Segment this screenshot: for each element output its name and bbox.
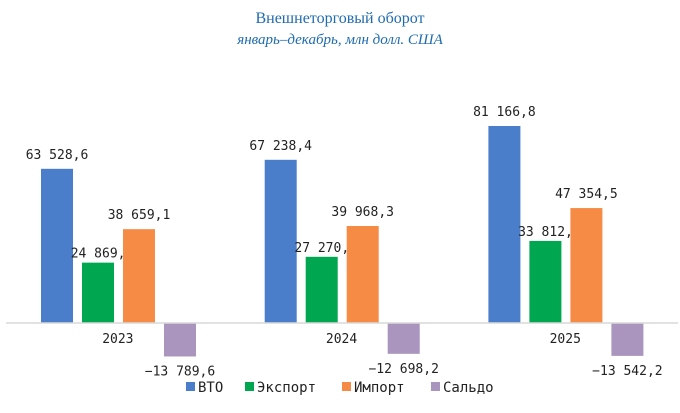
data-label: −12 698,2 — [368, 362, 438, 377]
x-tick-label: 2025 — [550, 332, 581, 347]
data-label: 33 812,3 — [518, 225, 581, 240]
legend-label: Сальдо — [443, 380, 494, 396]
bar-ВТО-2023 — [41, 168, 73, 323]
data-label: 63 528,6 — [26, 148, 89, 163]
x-tick-label: 2023 — [102, 332, 133, 347]
legend-swatch-Сальдо — [431, 382, 440, 391]
data-label: 38 659,1 — [108, 208, 171, 223]
legend-label: Импорт — [354, 380, 405, 396]
data-label: −13 789,6 — [145, 364, 215, 379]
bar-Импорт-2023 — [123, 229, 155, 323]
bar-ВТО-2025 — [488, 126, 521, 323]
legend-swatch-Импорт — [342, 382, 351, 391]
legend-swatch-Экспорт — [245, 382, 254, 391]
data-label: 39 968,3 — [331, 205, 394, 220]
bar-Экспорт-2025 — [529, 240, 562, 323]
bar-Экспорт-2024 — [305, 256, 338, 323]
bar-ВТО-2024 — [264, 159, 297, 323]
bar-Сальдо-2024 — [387, 323, 420, 354]
chart-title: Внешнеторговый оборот — [255, 10, 425, 27]
chart-subtitle: январь–декабрь, млн долл. США — [237, 32, 443, 48]
data-label: 67 238,4 — [249, 139, 312, 154]
data-label: 24 869,5 — [71, 247, 134, 262]
bar-Экспорт-2023 — [82, 262, 114, 323]
x-tick-label: 2024 — [326, 332, 357, 347]
data-label: 81 166,8 — [473, 105, 536, 120]
bar-Импорт-2025 — [570, 208, 603, 323]
bar-Импорт-2024 — [346, 225, 379, 323]
bar-Сальдо-2023 — [164, 323, 196, 357]
legend-label: ВТО — [198, 380, 223, 396]
data-label: 47 354,5 — [555, 187, 618, 202]
legend-swatch-ВТО — [186, 382, 195, 391]
legend-label: Экспорт — [257, 380, 316, 396]
data-label: −13 542,2 — [592, 364, 662, 379]
data-label: 27 270,1 — [294, 241, 357, 256]
bar-Сальдо-2025 — [611, 323, 644, 356]
